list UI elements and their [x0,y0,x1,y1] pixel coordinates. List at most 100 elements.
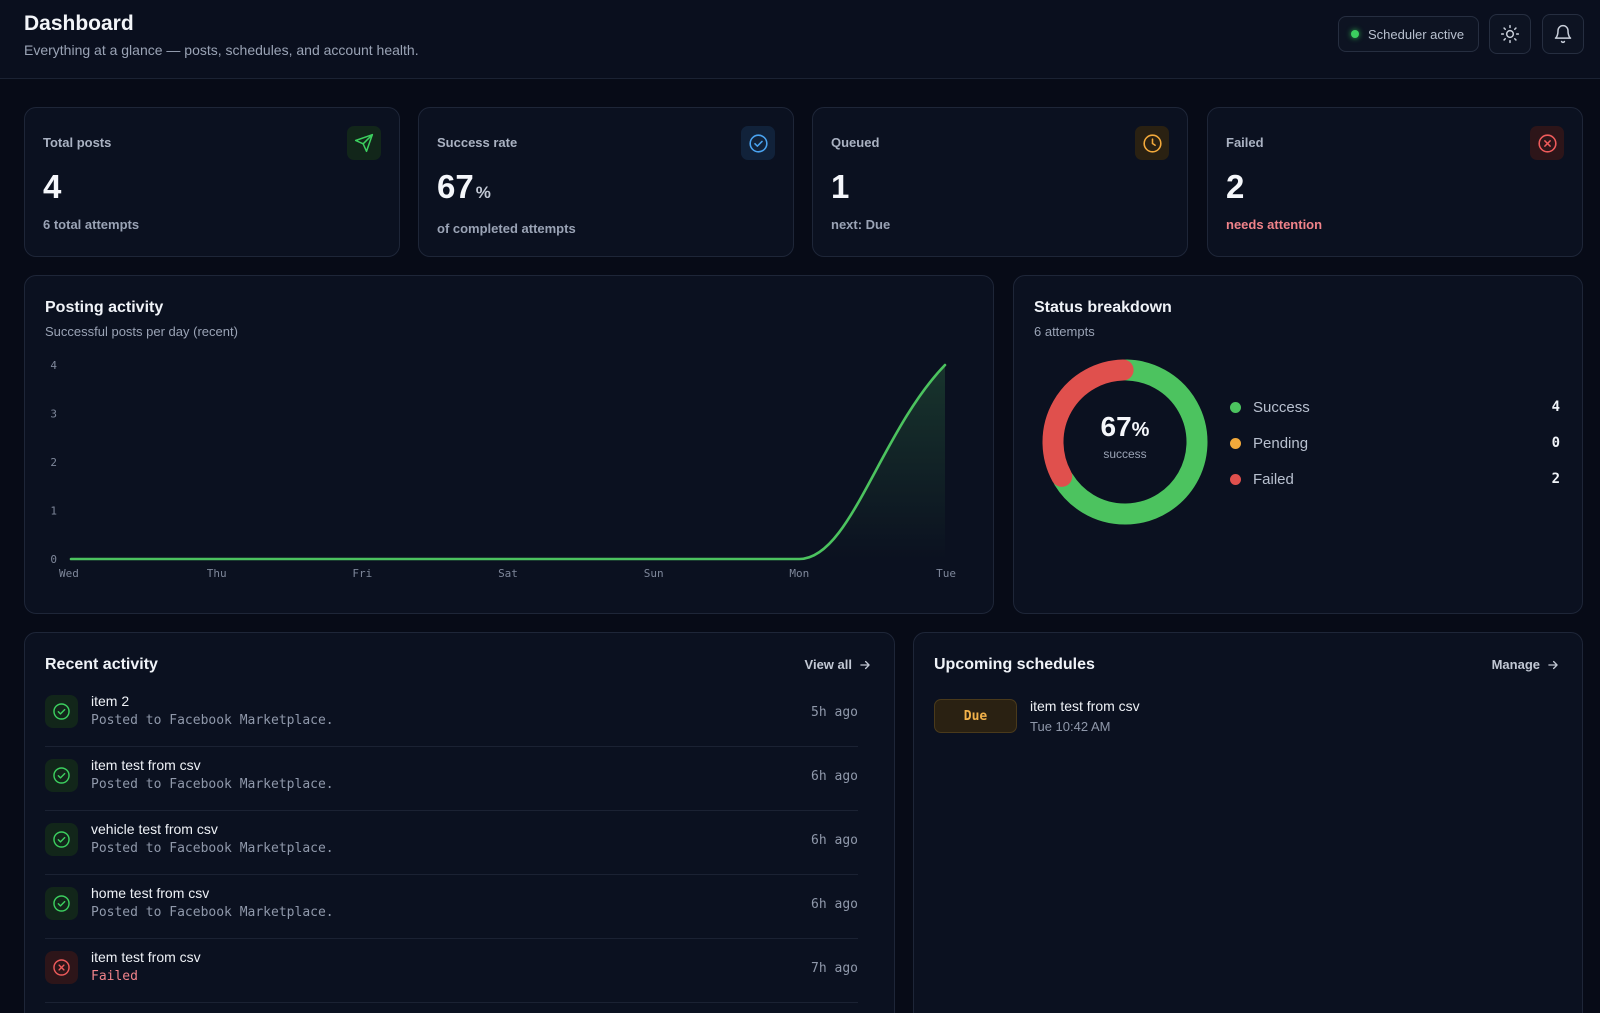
x-tick-label: Thu [207,567,227,580]
x-tick-label: Tue [936,567,956,580]
scheduler-status-label: Scheduler active [1368,26,1465,42]
status-donut-chart [1042,359,1208,525]
donut-percent: 67 [1100,411,1132,442]
activity-description: Posted to Facebook Marketplace. [91,841,334,856]
legend-count: 0 [1551,435,1560,451]
activity-status-badge [45,759,78,792]
activity-row[interactable]: home test from csv Posted to Facebook Ma… [45,875,858,939]
view-all-label: View all [804,657,852,672]
donut-center-value: 67% [1042,411,1208,443]
arrow-right-icon [860,660,870,669]
card-subtitle: 6 attempts [1034,324,1095,339]
view-all-link[interactable]: View all [805,657,872,672]
y-tick-label: 2 [50,456,57,469]
x-tick-label: Fri [352,567,372,580]
activity-time: 6h ago [811,897,858,912]
recent-activity-card: Recent activity View all item 2 Posted t… [24,632,895,1013]
check-circle-icon [53,831,70,848]
stat-value: 4 [43,168,62,205]
check-circle-icon [53,895,70,912]
activity-time: 7h ago [811,961,858,976]
activity-row[interactable]: item test from csv Posted to Facebook Ma… [45,747,858,811]
legend-count: 4 [1551,399,1560,415]
activity-row[interactable]: item test from csv Failed 7h ago [45,939,858,1003]
y-tick-label: 4 [50,359,57,372]
stat-card-success-rate: Success rate 67% of completed attempts [418,107,794,257]
legend-label: Pending [1253,434,1309,452]
legend-dot [1230,401,1241,413]
stat-sub: of completed attempts [437,221,576,236]
legend-dot [1230,473,1241,485]
stat-label: Success rate [437,135,518,150]
stat-label: Total posts [43,135,112,150]
activity-description: Posted to Facebook Marketplace. [91,777,334,792]
card-subtitle: Successful posts per day (recent) [45,324,238,339]
activity-time: 6h ago [811,769,858,784]
y-tick-label: 1 [50,505,57,518]
arrow-right-icon [1548,660,1558,669]
x-tick-label: Wed [59,567,79,580]
activity-time: 5h ago [811,705,858,720]
stat-label: Failed [1226,135,1264,150]
activity-row[interactable]: vehicle test from csv Posted to Facebook… [45,811,858,875]
stat-card-total-posts: Total posts 4 6 total attempts [24,107,400,257]
x-tick-label: Mon [789,567,809,580]
card-title: Upcoming schedules [934,656,1095,673]
stat-icon-badge [1135,126,1169,160]
activity-title: item test from csv [91,757,201,773]
sun-icon [1500,24,1520,44]
activity-description: Failed [91,969,138,984]
schedule-due-badge: Due [934,699,1017,733]
theme-toggle-button[interactable] [1489,14,1531,54]
card-title: Posting activity [45,299,164,316]
success-rate-value: 67 [437,168,474,205]
success-rate-unit: % [475,183,491,202]
donut-center-label: success [1103,447,1147,461]
notifications-button[interactable] [1542,14,1584,54]
manage-link[interactable]: Manage [1492,657,1560,672]
activity-title: item 2 [91,693,130,709]
page-header: Dashboard Everything at a glance — posts… [0,0,1600,79]
activity-row[interactable]: item 2 Posted to Facebook Marketplace. 5… [45,683,858,747]
page-subtitle: Everything at a glance — posts, schedule… [24,42,419,58]
activity-title: item test from csv [91,949,201,965]
posting-activity-card: Posting activity Successful posts per da… [24,275,994,614]
activity-time: 6h ago [811,833,858,848]
posting-activity-chart: 0 1 2 3 4 Wed Thu Fri Sat Sun Mon Tue [50,359,956,580]
page-title: Dashboard [24,12,134,35]
send-icon [354,133,374,153]
clock-icon [1142,133,1162,153]
stat-value: 1 [831,168,850,205]
scheduler-status-badge[interactable]: Scheduler active [1338,16,1479,52]
activity-status-badge [45,951,78,984]
donut-slice-failed [1042,359,1134,487]
stat-icon-badge [1530,126,1564,160]
activity-status-badge [45,887,78,920]
card-title: Recent activity [45,656,158,673]
stat-card-failed: Failed 2 needs attention [1207,107,1583,257]
card-title: Status breakdown [1034,299,1172,316]
manage-label: Manage [1491,657,1540,672]
stat-value: 67% [437,168,491,206]
legend-count: 2 [1551,471,1560,487]
check-circle-icon [53,703,70,720]
y-tick-label: 3 [50,408,57,421]
activity-status-badge [45,823,78,856]
y-tick-label: 0 [50,553,57,566]
schedule-title[interactable]: item test from csv [1030,698,1140,714]
status-breakdown-card: Status breakdown 6 attempts 67% success … [1013,275,1583,614]
activity-description: Posted to Facebook Marketplace. [91,713,334,728]
legend-label: Success [1253,398,1310,416]
stat-sub: 6 total attempts [43,217,140,232]
stat-sub: next: Due [831,217,891,232]
stat-card-queued: Queued 1 next: Due [812,107,1188,257]
check-circle-icon [53,767,70,784]
x-circle-icon [1537,133,1557,153]
legend-item-success: Success 4 [1230,397,1560,417]
stat-icon-badge [347,126,381,160]
status-dot-icon [1351,30,1359,38]
stat-value: 2 [1226,168,1245,205]
donut-slice-success [1053,359,1208,525]
activity-title: vehicle test from csv [91,821,218,837]
stat-sub: needs attention [1226,217,1323,232]
